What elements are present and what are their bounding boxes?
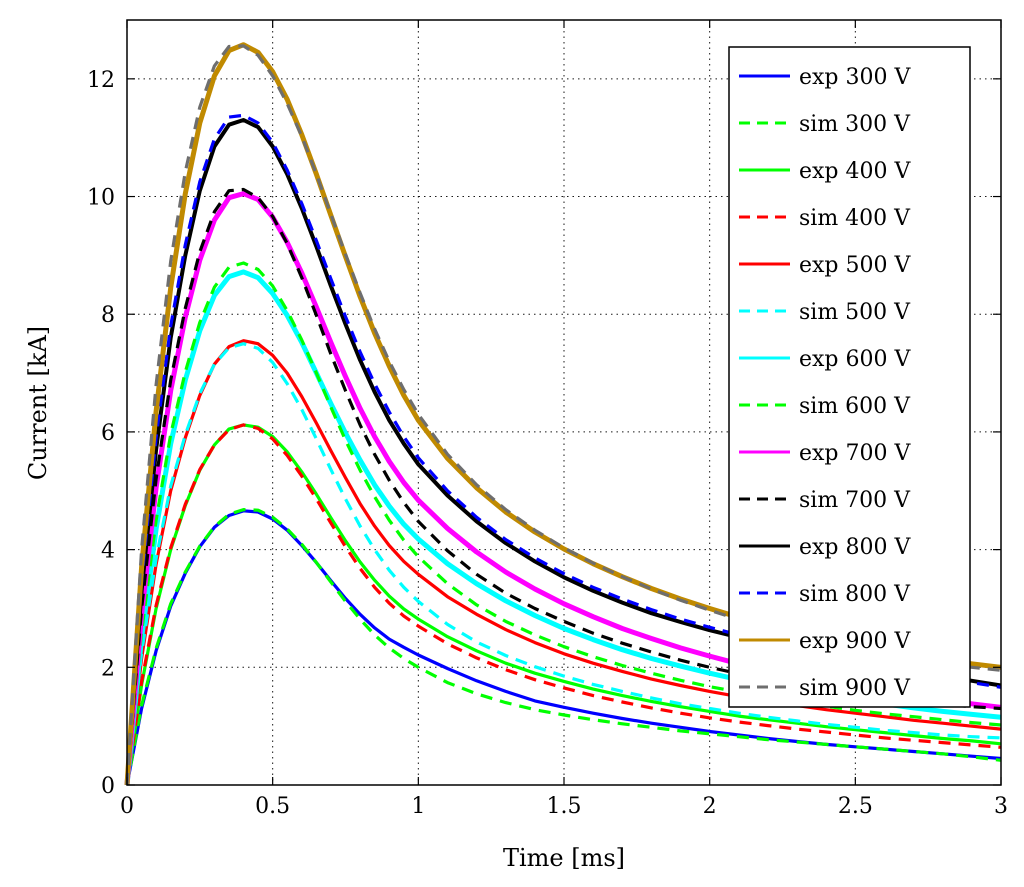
x-tick-label: 0.5 [255, 794, 290, 819]
legend-label-8: exp 700 V [799, 441, 911, 466]
y-tick-label: 4 [101, 539, 115, 564]
x-tick-label: 3 [994, 794, 1008, 819]
legend-label-1: sim 300 V [799, 112, 911, 137]
y-tick-label: 8 [101, 303, 115, 328]
legend-box [728, 46, 971, 708]
legend: exp 300 V sim 300 V exp 400 V sim 400 V exp … [728, 46, 971, 708]
legend-label-7: sim 600 V [799, 394, 911, 419]
legend-label-12: exp 900 V [799, 629, 911, 654]
legend-label-6: exp 600 V [799, 347, 911, 372]
x-tick-label: 1 [411, 794, 425, 819]
series-line-3 [125, 423, 1002, 786]
legend-label-11: sim 800 V [799, 582, 911, 607]
legend-label-3: sim 400 V [799, 206, 911, 231]
y-tick-label: 6 [101, 421, 115, 446]
legend-label-4: exp 500 V [799, 253, 911, 278]
legend-label-9: sim 700 V [799, 488, 911, 513]
series-line-13 [125, 44, 1002, 786]
y-tick-label: 12 [87, 68, 115, 93]
x-axis-label: Time [ms] [503, 844, 625, 872]
axis-ticks: 0 0.5 1 1.5 2 2.5 3 0 2 4 6 8 10 12 [87, 20, 1008, 819]
x-tick-label: 2 [703, 794, 717, 819]
x-tick-label: 2.5 [838, 794, 873, 819]
y-tick-label: 0 [101, 774, 115, 799]
legend-label-2: exp 400 V [799, 159, 911, 184]
series-line-7 [125, 261, 1002, 786]
x-tick-label: 0 [120, 794, 134, 819]
x-tick-label: 1.5 [547, 794, 582, 819]
legend-label-13: sim 900 V [799, 676, 911, 701]
series-line-5 [125, 342, 1002, 786]
y-tick-label: 10 [87, 186, 115, 211]
y-tick-label: 2 [101, 656, 115, 681]
legend-label-10: exp 800 V [799, 535, 911, 560]
legend-label-0: exp 300 V [799, 65, 911, 90]
legend-label-5: sim 500 V [799, 300, 911, 325]
series-line-1 [125, 508, 1002, 786]
y-axis-label: Current [kA] [24, 326, 52, 480]
